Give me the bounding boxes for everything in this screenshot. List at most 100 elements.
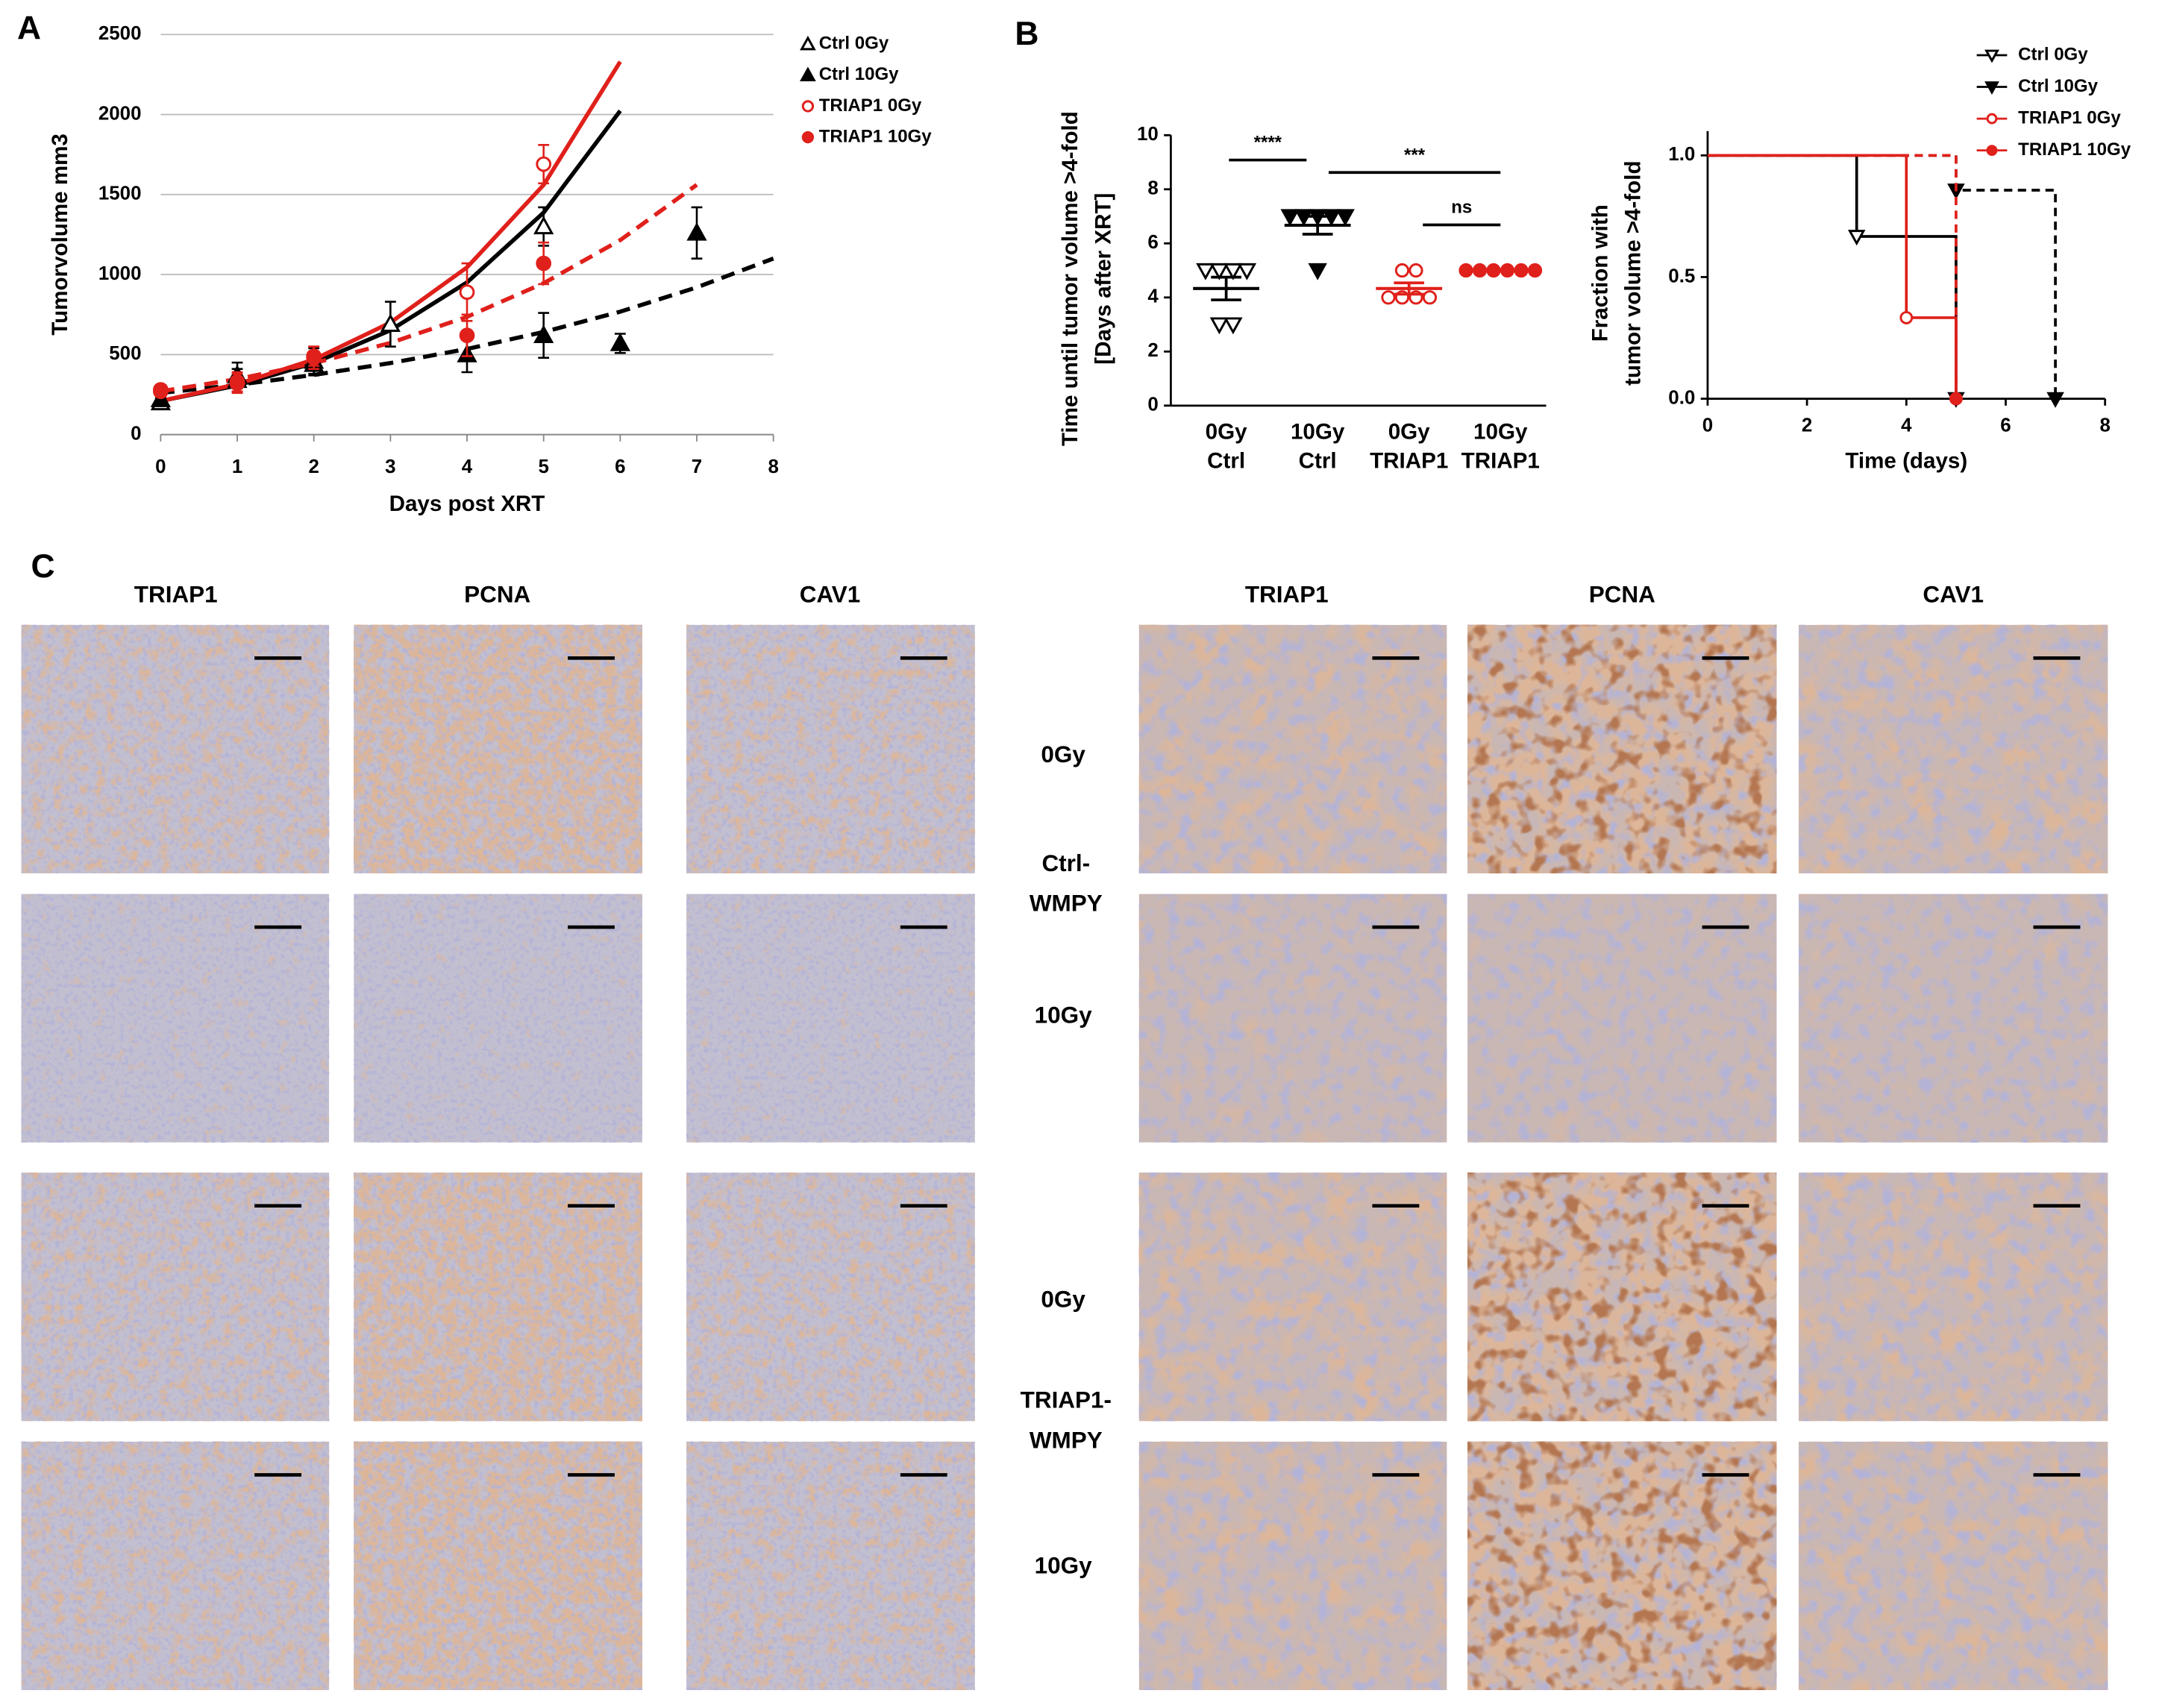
x-tick-label: 5 — [538, 456, 548, 477]
column-header: CAV1 — [800, 581, 861, 607]
marker — [1986, 113, 1998, 125]
micrograph — [21, 894, 330, 1143]
nuclei-layer — [1799, 894, 2108, 1143]
micrograph — [686, 1441, 975, 1690]
legend-label: Ctrl 10Gy — [2018, 76, 2098, 96]
legend-label: Ctrl 0Gy — [2018, 44, 2088, 64]
nuclei-layer — [354, 1172, 642, 1422]
marker — [1280, 209, 1300, 227]
nuclei-layer — [1138, 1172, 1447, 1422]
survival-line — [1707, 154, 1958, 399]
x-tick-label: 8 — [2099, 415, 2110, 436]
x-tick-label: 7 — [692, 456, 702, 477]
legend-label: Ctrl 10Gy — [819, 64, 899, 84]
y-tick-label: 1.0 — [1668, 144, 1695, 165]
marker — [1984, 49, 1999, 63]
x-tick-label: 2 — [308, 456, 319, 477]
marker — [610, 333, 630, 351]
marker — [459, 284, 475, 301]
micrograph — [686, 624, 975, 873]
group-label: WMPY — [1030, 1427, 1103, 1453]
marker — [801, 131, 815, 144]
micrograph — [1138, 1441, 1447, 1690]
micrograph — [354, 1441, 642, 1690]
nuclei-layer — [354, 624, 642, 873]
nuclei-layer — [1799, 624, 2108, 873]
marker — [1237, 263, 1257, 280]
marker — [1196, 263, 1215, 280]
nuclei-dark — [1467, 1172, 1777, 1422]
micrograph — [354, 1172, 642, 1422]
x-tick-label: TRIAP1 — [1461, 448, 1540, 473]
significance-label: ns — [1451, 198, 1472, 218]
micrograph — [1799, 624, 2108, 873]
marker — [533, 216, 554, 235]
x-tick-label: 4 — [1901, 415, 1912, 436]
micrograph — [1138, 1172, 1447, 1422]
y-axis-label: Time until tumor volume >4-fold — [1058, 111, 1082, 446]
marker — [536, 255, 552, 271]
y-tick-label: 2000 — [98, 103, 142, 124]
y-tick-label: 0 — [1147, 395, 1158, 415]
marker — [1949, 392, 1963, 406]
marker — [2046, 392, 2064, 408]
nuclei-layer — [686, 894, 975, 1143]
x-tick-label: 10Gy — [1473, 420, 1528, 445]
sem-bar — [1394, 281, 1425, 296]
survival-line — [1707, 154, 2057, 399]
marker — [1335, 209, 1355, 227]
panel-label: A — [17, 10, 41, 46]
nuclei-layer — [686, 1172, 975, 1422]
significance-label: *** — [1404, 145, 1426, 165]
y-tick-label: 8 — [1147, 178, 1158, 199]
micrograph — [21, 1441, 330, 1690]
panel-label: C — [31, 548, 54, 585]
micrograph — [1467, 1441, 1777, 1690]
marker — [1899, 311, 1914, 324]
group-label: TRIAP1- — [1021, 1387, 1112, 1413]
column-header: CAV1 — [1923, 581, 1984, 607]
group-label: WMPY — [1030, 891, 1103, 917]
nuclei-layer — [21, 1172, 330, 1422]
x-tick-label: 10Gy — [1291, 420, 1345, 445]
micrograph — [1467, 894, 1777, 1143]
legend-label: TRIAP1 0Gy — [819, 95, 922, 116]
micrograph — [1138, 894, 1447, 1143]
micrograph — [354, 894, 642, 1143]
y-tick-label: 0 — [131, 424, 141, 445]
marker — [686, 222, 707, 241]
x-tick-label: 4 — [462, 456, 473, 477]
marker — [1847, 230, 1866, 246]
row-label: 0Gy — [1041, 741, 1085, 767]
nuclei-layer — [1138, 894, 1447, 1143]
marker — [1224, 317, 1243, 335]
nuclei-layer — [21, 1441, 330, 1690]
micrograph — [1138, 624, 1447, 873]
column-header: TRIAP1 — [134, 581, 218, 607]
sem-bar — [1302, 215, 1333, 236]
micrograph — [1467, 624, 1777, 873]
marker — [800, 35, 816, 51]
survival-line — [1707, 154, 1958, 399]
panel-label: B — [1015, 16, 1038, 52]
x-tick-label: 0 — [1702, 415, 1713, 436]
y-tick-label: 500 — [109, 343, 141, 364]
marker — [459, 327, 475, 343]
nuclei-layer — [354, 1441, 642, 1690]
nuclei-layer — [686, 1441, 975, 1690]
y-tick-label: 0.5 — [1668, 266, 1695, 286]
micrograph — [686, 894, 975, 1143]
row-label: 10Gy — [1035, 1553, 1092, 1579]
x-axis-label: Time (days) — [1845, 448, 1967, 473]
nuclei-layer — [1799, 1172, 2108, 1422]
micrograph — [1799, 1441, 2108, 1690]
nuclei-layer — [1467, 894, 1777, 1143]
micrograph — [1799, 894, 2108, 1143]
marker — [1422, 290, 1438, 305]
x-tick-label: 0Gy — [1206, 420, 1247, 445]
nuclei-layer — [21, 894, 330, 1143]
column-header: TRIAP1 — [1245, 581, 1329, 607]
x-tick-label: 3 — [385, 456, 395, 477]
legend-label: TRIAP1 10Gy — [2018, 139, 2131, 160]
marker — [1209, 263, 1229, 280]
